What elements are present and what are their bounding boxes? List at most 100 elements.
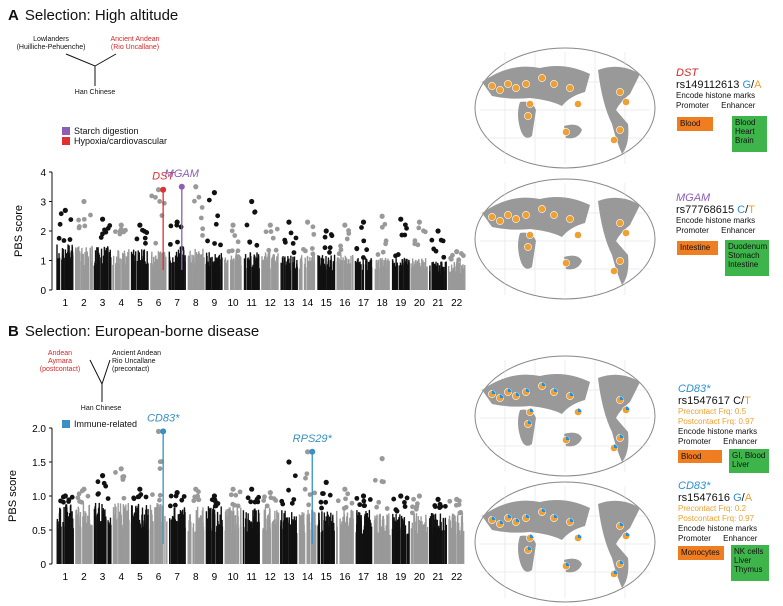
snp-peak xyxy=(193,184,199,190)
snp-point xyxy=(291,497,297,502)
snp-point xyxy=(447,498,453,504)
snp-point xyxy=(402,504,408,509)
snp-point xyxy=(274,226,280,232)
x-tick-label: 5 xyxy=(137,572,143,583)
snp-peak xyxy=(211,493,218,499)
snp-point xyxy=(56,235,62,241)
snp-point xyxy=(58,498,63,504)
snp-point xyxy=(196,194,202,200)
allele-pie xyxy=(550,80,558,88)
snp-point xyxy=(302,248,308,254)
x-tick-label: 18 xyxy=(377,572,389,583)
snp-point xyxy=(393,507,399,513)
snp-point xyxy=(364,247,370,253)
snp-peak xyxy=(398,493,404,499)
snp-point xyxy=(213,499,218,505)
x-tick-label: 1 xyxy=(63,572,69,583)
landmass-eurasia xyxy=(482,374,590,414)
snp-point xyxy=(374,504,380,510)
allele-pie xyxy=(488,213,496,221)
snp-point xyxy=(453,502,459,508)
snp-point xyxy=(262,494,267,500)
allele-pie-slice xyxy=(554,514,558,518)
snp-point xyxy=(402,232,408,238)
allele-pie xyxy=(496,86,504,94)
snp-point xyxy=(372,477,378,483)
snp-point xyxy=(218,242,223,248)
allele-pie-slice xyxy=(614,570,618,574)
x-tick-label: 6 xyxy=(156,298,162,308)
enhancer-box: NK cells Liver Thymus xyxy=(731,545,769,581)
snp-point xyxy=(391,496,397,502)
y-tick-label: 3 xyxy=(40,198,46,209)
snp-point xyxy=(280,501,286,507)
x-tick-label: 8 xyxy=(193,298,199,308)
chromosome-22 xyxy=(447,249,466,290)
snp-point xyxy=(311,231,317,237)
snp-point xyxy=(302,486,308,492)
chromosome-18 xyxy=(372,456,391,564)
snp-point xyxy=(235,248,241,254)
allele-pie-slice xyxy=(542,382,546,386)
tree-bottom-label: Han Chinese xyxy=(74,89,116,96)
allele-pie-slice xyxy=(508,388,512,392)
snp-point xyxy=(327,245,333,251)
allele-pie-slice xyxy=(528,420,532,424)
snp-peak xyxy=(155,428,162,434)
snp-point xyxy=(142,235,148,241)
landmass-eurasia xyxy=(482,197,590,237)
allele-pie-slice xyxy=(620,396,624,400)
snp-point xyxy=(336,251,342,257)
snp-point xyxy=(343,496,348,502)
x-tick-label: 18 xyxy=(377,298,389,308)
snp-point xyxy=(181,494,187,499)
legend-immune: Immune-related xyxy=(62,419,137,429)
snp-point xyxy=(76,225,82,231)
world-map-mgam xyxy=(474,178,656,300)
snp-point xyxy=(306,502,312,508)
x-tick-label: 4 xyxy=(118,298,124,308)
y-axis-label: PBS score xyxy=(7,470,19,522)
snp-point xyxy=(81,216,87,222)
x-tick-label: 2 xyxy=(81,572,87,583)
tree-left-label: Andean xyxy=(47,350,73,357)
chromosome-9 xyxy=(205,190,223,290)
snp-peak xyxy=(342,486,348,492)
snp-point xyxy=(361,498,367,504)
x-tick-label: 12 xyxy=(265,298,277,308)
snp-point xyxy=(117,228,123,234)
enhancer-box: GI, Blood Liver xyxy=(729,449,769,473)
y-axis-label: PBS score xyxy=(13,205,25,257)
x-tick-label: 17 xyxy=(358,572,370,583)
snp-peak xyxy=(81,198,87,205)
snp-point xyxy=(134,236,140,242)
snp-peak xyxy=(230,486,236,492)
allele-pie-slice xyxy=(578,408,582,412)
allele-pie xyxy=(616,219,624,227)
allele-pie xyxy=(522,211,530,219)
snp-point xyxy=(456,257,462,263)
y-tick-label: 2.0 xyxy=(32,424,46,435)
x-tick-label: 10 xyxy=(227,572,239,583)
snp-point xyxy=(376,499,382,505)
snp-point xyxy=(290,241,296,246)
x-tick-label: 14 xyxy=(302,572,314,583)
tree-bottom-label: Han Chinese xyxy=(80,405,122,412)
snp-point xyxy=(76,217,82,223)
snp-point xyxy=(335,498,341,504)
allele-pie xyxy=(524,243,532,251)
chromosome-12 xyxy=(261,490,280,564)
chromosome-2 xyxy=(74,198,93,290)
snp-block-dst: DST rs149112613 G/A Encode histone marks… xyxy=(676,67,781,111)
snp-point xyxy=(235,239,241,245)
x-tick-label: 22 xyxy=(451,298,463,308)
chromosome-10 xyxy=(224,222,242,290)
allele-pie xyxy=(562,128,570,136)
snp-point xyxy=(458,510,464,515)
snp-point xyxy=(410,504,415,510)
y-tick-label: 1.5 xyxy=(32,458,46,469)
snp-point xyxy=(69,494,75,500)
allele-pie-slice xyxy=(614,444,618,448)
snp-point xyxy=(288,230,294,236)
